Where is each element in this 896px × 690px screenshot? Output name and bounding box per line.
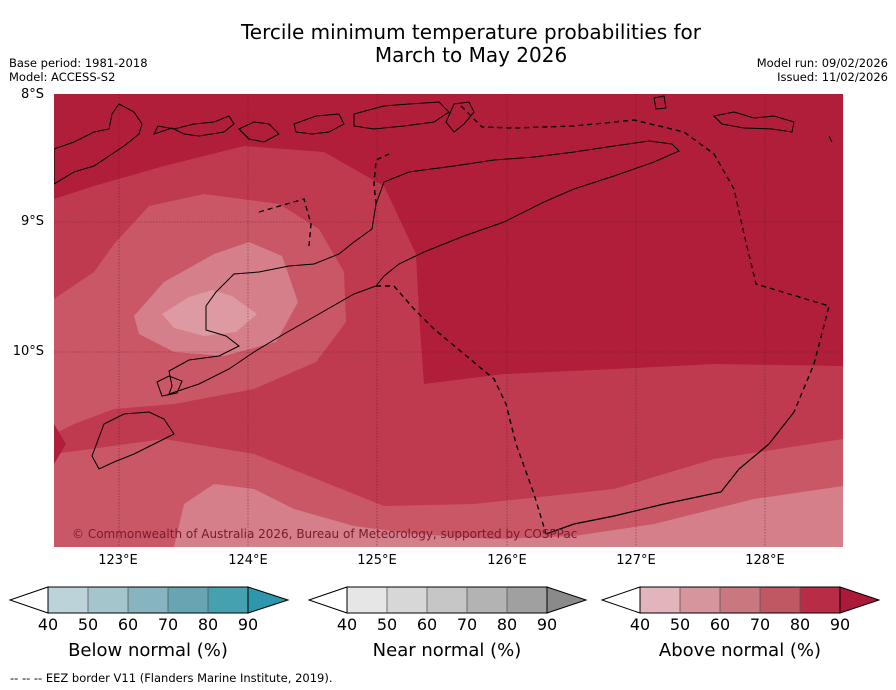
region-above-40-50 — [162, 290, 257, 336]
colorbars — [8, 586, 881, 614]
cbar-above-tick-40: 40 — [629, 615, 651, 634]
cbar-above-tick-60: 60 — [709, 615, 731, 634]
lon-label-123e: 123°E — [98, 553, 138, 568]
cbar-near-tick-90: 90 — [536, 615, 558, 634]
base-period-text: Base period: 1981-2018 — [9, 56, 148, 70]
cbar-near-title: Near normal (%) — [372, 640, 522, 661]
eez-border-oecusse — [258, 198, 312, 247]
cbar-below-tick-70: 70 — [157, 615, 179, 634]
lon-label-128e: 128°E — [745, 553, 785, 568]
cbar-above-tick-80: 80 — [789, 615, 811, 634]
lon-label-125e: 125°E — [357, 553, 397, 568]
cbar-below-tick-50: 50 — [77, 615, 99, 634]
eez-border-central — [373, 153, 390, 205]
cbar-above-title: Above normal (%) — [658, 640, 822, 661]
lon-label-126e: 126°E — [487, 553, 527, 568]
lat-label-10s: 10°S — [12, 344, 44, 359]
issued-text: Issued: 11/02/2026 — [777, 70, 888, 84]
lon-label-127e: 127°E — [616, 553, 656, 568]
copyright-text: © Commonwealth of Australia 2026, Bureau… — [72, 527, 577, 541]
eez-border-south — [376, 285, 547, 535]
cbar-above-tick-70: 70 — [749, 615, 771, 634]
colorbar-below-normal — [8, 586, 290, 614]
cbar-below-tick-80: 80 — [197, 615, 219, 634]
cbar-below-title: Below normal (%) — [68, 640, 228, 661]
model-run-text: Model run: 09/02/2026 — [756, 56, 888, 70]
cbar-above-tick-90: 90 — [829, 615, 851, 634]
model-text: Model: ACCESS-S2 — [9, 70, 116, 84]
cbar-below-50 — [88, 587, 128, 613]
timor-coastline — [168, 140, 680, 395]
cbar-near-tick-50: 50 — [376, 615, 398, 634]
cbar-near-tick-60: 60 — [416, 615, 438, 634]
region-above-50-60-south — [174, 484, 843, 547]
cbar-below-60 — [128, 587, 168, 613]
eez-footnote: -- -- -- EEZ border V11 (Flanders Marine… — [10, 671, 333, 685]
probability-map: © Commonwealth of Australia 2026, Bureau… — [54, 94, 843, 547]
colorbar-above-normal — [600, 586, 881, 614]
lat-label-8s: 8°S — [20, 87, 44, 102]
lat-label-9s: 9°S — [20, 214, 44, 229]
cbar-above-tick-50: 50 — [669, 615, 691, 634]
colorbar-near-normal — [307, 586, 588, 614]
cbar-near-tick-40: 40 — [336, 615, 358, 634]
cbar-near-tick-70: 70 — [456, 615, 478, 634]
eez-border-east — [460, 105, 830, 413]
cbar-below-tick-40: 40 — [37, 615, 59, 634]
map-title-line-2: March to May 2026 — [374, 43, 568, 67]
cbar-near-tick-80: 80 — [496, 615, 518, 634]
cbar-below-tick-60: 60 — [117, 615, 139, 634]
lon-label-124e: 124°E — [228, 553, 268, 568]
cbar-below-40 — [48, 587, 88, 613]
cbar-below-80 — [208, 587, 248, 613]
cbar-below-70 — [168, 587, 208, 613]
cbar-below-tick-90: 90 — [237, 615, 259, 634]
map-title-line-1: Tercile minimum temperature probabilitie… — [240, 20, 702, 44]
